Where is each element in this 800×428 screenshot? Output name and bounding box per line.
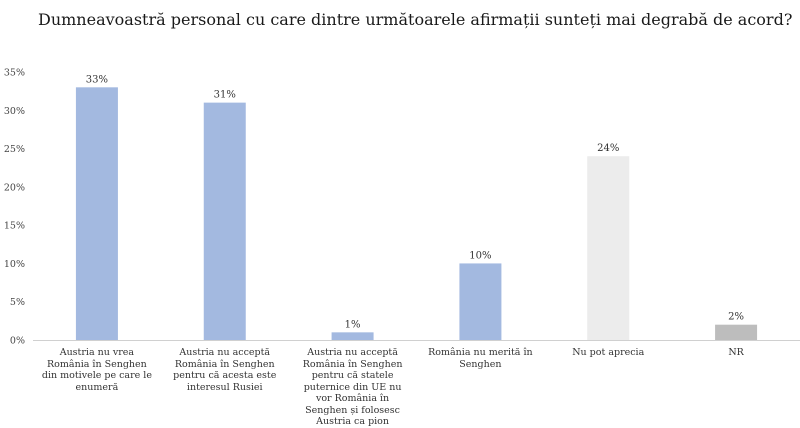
y-tick-label: 15% xyxy=(4,221,25,232)
bar-chart: 0% 5% 10% 15% 20% 25% 30% 35% 33% 31% 1% 10% 24% 2% xyxy=(4,68,800,347)
x-tick-label: Nu pot aprecia xyxy=(572,347,645,358)
y-tick-label: 10% xyxy=(4,259,25,270)
chart-title: Dumneavoastră personal cu care dintre ur… xyxy=(38,10,793,29)
y-tick-label: 20% xyxy=(4,182,25,193)
data-label: 2% xyxy=(728,312,744,323)
y-tick-label: 25% xyxy=(4,144,25,155)
bar xyxy=(715,324,758,340)
bar xyxy=(331,332,374,340)
x-tick-label: Austria nu acceptă România în Senghen pe… xyxy=(302,347,403,427)
y-tick-label: 35% xyxy=(4,68,25,79)
data-label: 24% xyxy=(597,143,619,154)
bar xyxy=(75,87,118,340)
y-tick-label: 5% xyxy=(10,297,25,308)
bar xyxy=(203,102,246,340)
x-tick-label: NR xyxy=(728,347,744,358)
data-label: 1% xyxy=(345,319,361,330)
x-tick-label: Austria nu vrea România în Senghen din m… xyxy=(41,347,152,393)
data-label: 33% xyxy=(86,74,108,85)
bar xyxy=(587,156,630,340)
x-tick-label: Austria nu acceptă România în Senghen pe… xyxy=(173,347,277,393)
data-label: 10% xyxy=(469,250,491,261)
y-tick-label: 30% xyxy=(4,106,25,117)
bar xyxy=(459,263,502,340)
data-label: 31% xyxy=(214,90,236,101)
y-tick-label: 0% xyxy=(10,336,25,347)
x-tick-label: România nu merită în Senghen xyxy=(428,347,533,370)
